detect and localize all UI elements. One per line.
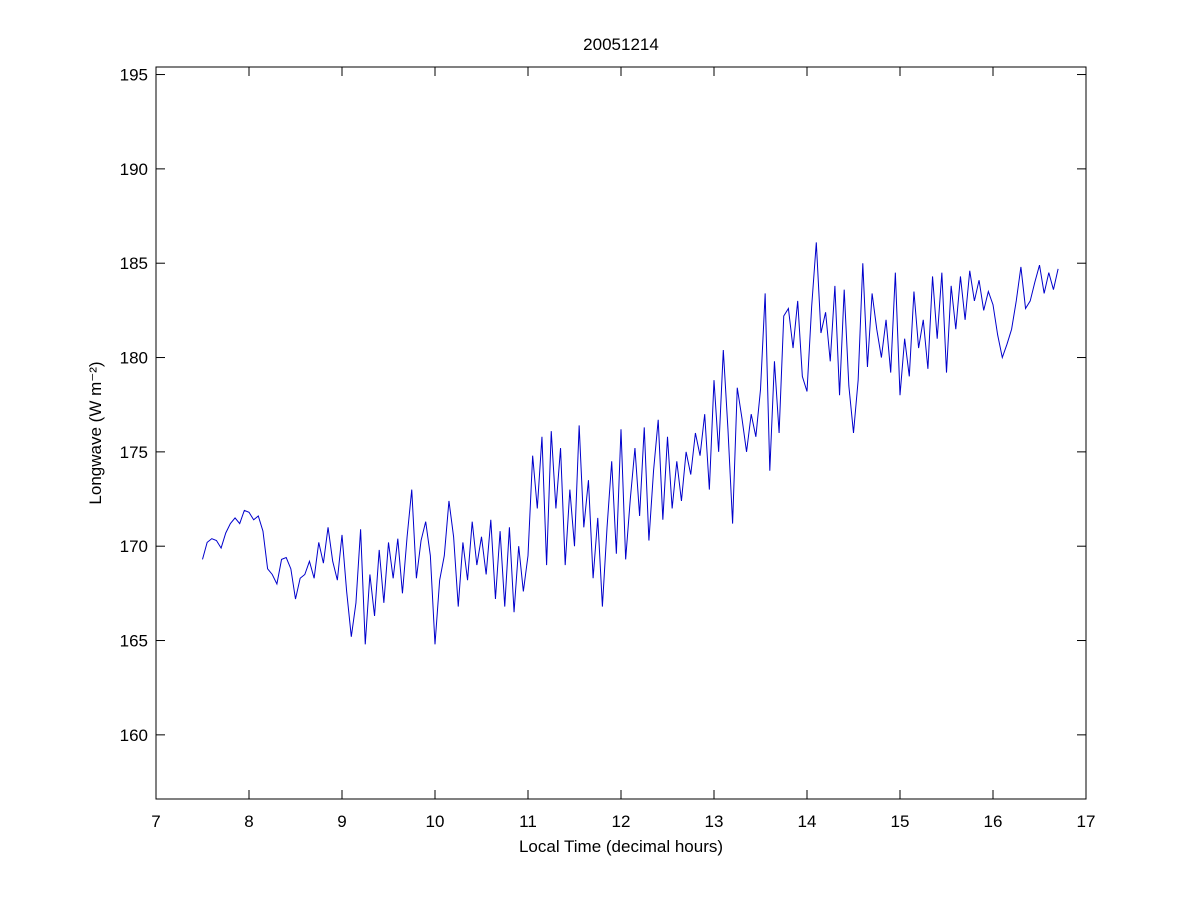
- y-axis-label: Longwave (W m⁻²): [86, 361, 105, 504]
- x-tick-label: 14: [798, 812, 817, 831]
- x-tick-label: 9: [337, 812, 346, 831]
- y-tick-label: 175: [120, 443, 148, 462]
- y-tick-label: 165: [120, 632, 148, 651]
- x-tick-label: 8: [244, 812, 253, 831]
- x-tick-label: 12: [612, 812, 631, 831]
- y-tick-label: 185: [120, 254, 148, 273]
- x-tick-label: 11: [519, 812, 537, 831]
- x-tick-label: 16: [984, 812, 1003, 831]
- x-tick-label: 7: [151, 812, 160, 831]
- data-line: [202, 242, 1059, 645]
- x-tick-label: 10: [426, 812, 445, 831]
- y-tick-label: 160: [120, 726, 148, 745]
- y-tick-label: 180: [120, 349, 148, 368]
- x-axis-label: Local Time (decimal hours): [519, 837, 723, 856]
- y-tick-label: 170: [120, 537, 148, 556]
- chart-title: 20051214: [583, 35, 659, 54]
- x-tick-label: 15: [891, 812, 910, 831]
- y-tick-label: 190: [120, 160, 148, 179]
- x-tick-label: 13: [705, 812, 724, 831]
- y-tick-label: 195: [120, 66, 148, 85]
- x-tick-label: 17: [1077, 812, 1096, 831]
